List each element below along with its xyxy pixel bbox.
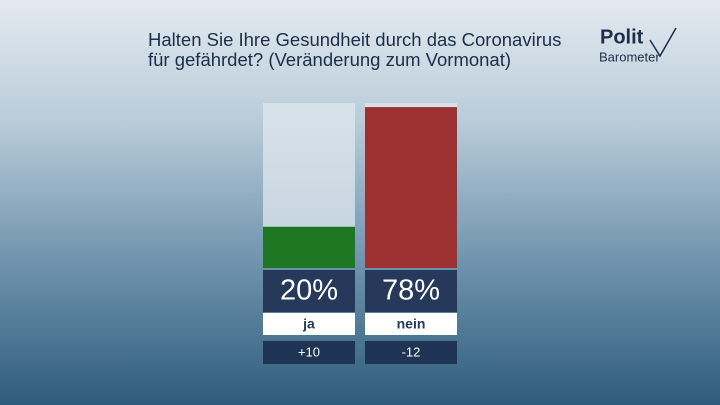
logo-line2: Barometer [599,49,660,64]
change-label: +10 [298,344,320,359]
category-label: nein [397,316,426,332]
change-label: -12 [402,344,421,359]
bar [263,226,355,268]
change-box [263,341,355,364]
category-box [365,313,457,335]
logo-check [649,27,677,58]
value-box [365,270,457,312]
change-box [365,341,457,364]
value-label: 78% [382,275,440,307]
value-box [263,270,355,312]
bar [365,107,457,268]
category-label: ja [302,316,315,332]
logo-line1: Polit [600,26,644,48]
value-label: 20% [280,275,338,307]
category-box [263,313,355,335]
chart-title: Halten Sie Ihre Gesundheit durch das Cor… [148,29,562,70]
